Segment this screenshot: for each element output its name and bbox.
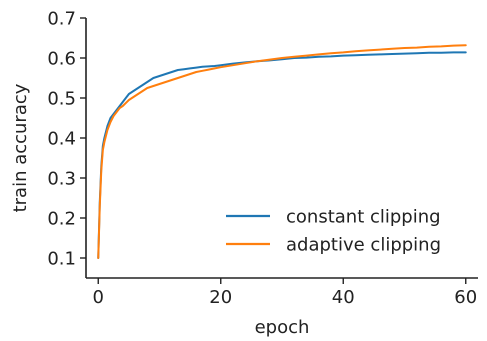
series-line-1	[97, 51, 467, 259]
y-tick-label: 0.3	[47, 169, 76, 190]
y-tick-label: 0.2	[47, 209, 76, 230]
x-tick-label: 40	[332, 287, 355, 308]
x-axis-label: epoch	[255, 317, 310, 337]
x-tick-label: 60	[454, 287, 477, 308]
y-tick-label: 0.6	[47, 49, 76, 70]
y-axis-label: train accuracy	[10, 83, 31, 212]
y-tick-label: 0.4	[47, 129, 76, 150]
axes: 0.1 0.2 0.3 0.4 0.5 0.6 0.7 0 20 40 60	[47, 9, 478, 308]
legend-label: adaptive clipping	[286, 235, 441, 256]
plot-area	[97, 44, 467, 259]
y-tick-label: 0.5	[47, 89, 76, 110]
y-tick-label: 0.1	[47, 249, 76, 270]
x-tick-label: 20	[209, 287, 232, 308]
legend-label: constant clipping	[286, 207, 441, 228]
legend: constant clipping adaptive clipping	[226, 207, 441, 256]
series-line-2	[97, 44, 467, 259]
x-tick-label: 0	[93, 287, 104, 308]
y-tick-label: 0.7	[47, 9, 76, 30]
